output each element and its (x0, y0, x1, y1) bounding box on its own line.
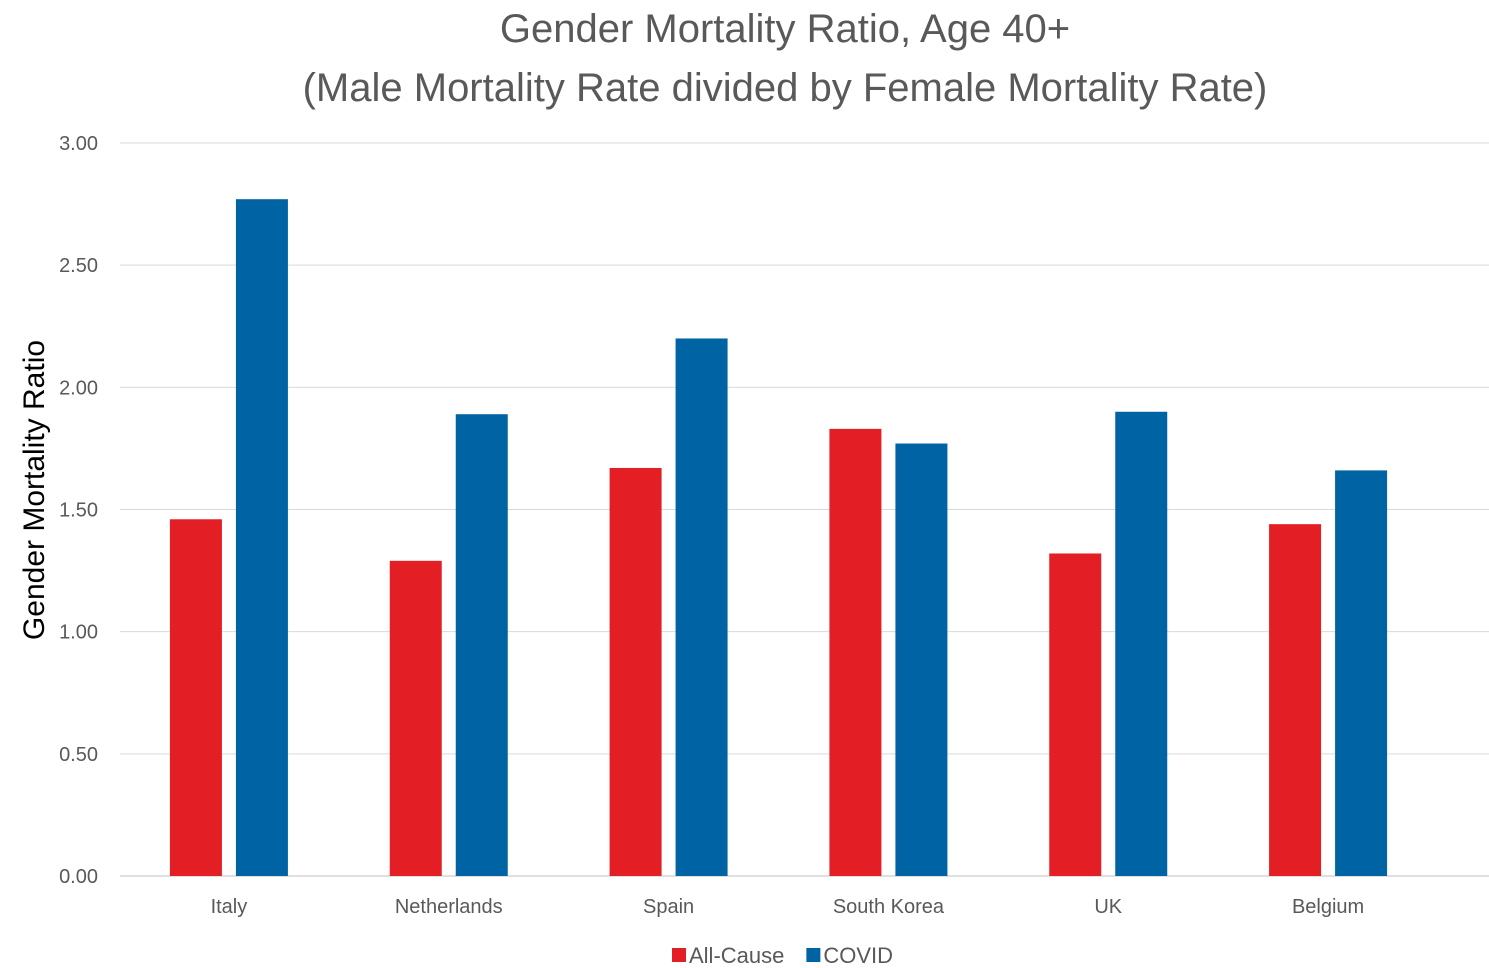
chart-subtitle: (Male Mortality Rate divided by Female M… (303, 66, 1268, 110)
y-tick-label: 1.50 (59, 500, 98, 522)
bar-covid-italy (235, 199, 288, 877)
y-tick-label: 2.50 (59, 255, 98, 277)
y-tick-label: 0.00 (59, 866, 98, 888)
bar-all-cause-south-korea (829, 428, 882, 876)
legend-label: COVID (823, 943, 893, 968)
y-tick-label: 0.50 (59, 744, 98, 766)
x-tick-label: Italy (211, 896, 248, 918)
y-tick-labels: 0.00 0.50 1.00 1.50 2.00 2.50 3.00 (59, 133, 98, 888)
gridlines (120, 142, 1489, 877)
legend: All-Cause COVID (672, 943, 893, 968)
legend-swatch (806, 948, 821, 962)
x-tick-label: Belgium (1292, 896, 1364, 918)
bar-covid-spain (675, 338, 728, 876)
bar-all-cause-italy (169, 519, 222, 876)
bar-covid-uk (1115, 411, 1168, 876)
bar-covid-netherlands (455, 414, 508, 876)
x-tick-label: Netherlands (395, 896, 503, 918)
y-tick-label: 3.00 (59, 133, 98, 155)
bar-covid-south-korea (895, 443, 948, 876)
bar-all-cause-uk (1049, 553, 1102, 876)
y-tick-label: 1.00 (59, 622, 98, 644)
chart-title: Gender Mortality Ratio, Age 40+ (500, 7, 1070, 51)
bar-covid-belgium (1335, 470, 1388, 876)
legend-label: All-Cause (689, 943, 784, 968)
x-tick-labels: Italy Netherlands Spain South Korea UK Belgiu… (211, 896, 1365, 918)
legend-swatch (672, 948, 686, 962)
bar-all-cause-spain (609, 467, 662, 876)
y-axis-label: Gender Mortality Ratio (18, 340, 51, 640)
y-tick-label: 2.00 (59, 377, 98, 399)
x-tick-label: Spain (643, 896, 694, 918)
bars (169, 199, 1388, 877)
x-tick-label: UK (1094, 896, 1122, 918)
bar-all-cause-netherlands (389, 560, 442, 876)
x-tick-label: South Korea (833, 896, 945, 918)
bar-all-cause-belgium (1269, 524, 1322, 876)
